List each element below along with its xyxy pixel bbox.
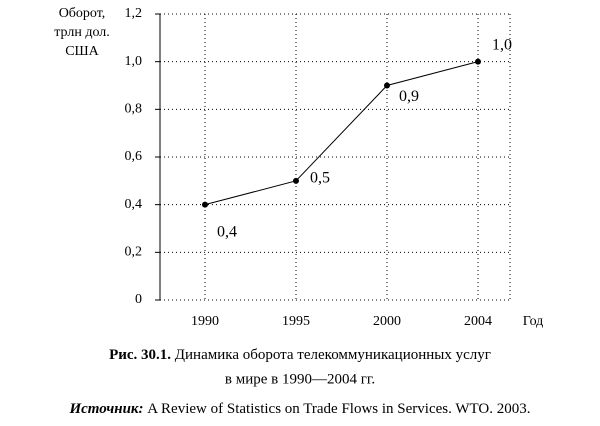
caption: Рис. 30.1. Динамика оборота телекоммуник…	[109, 347, 491, 363]
data-label: 0,4	[217, 223, 237, 240]
y-tick-label: 0,6	[125, 149, 143, 164]
point	[384, 82, 390, 89]
point	[202, 201, 208, 208]
y-axis-label: США	[65, 44, 99, 59]
y-tick-label: 0,4	[125, 197, 143, 212]
source: Источник: A Review of Statistics on Trad…	[68, 401, 530, 417]
x-tick-label: 2000	[373, 314, 401, 329]
caption-label: Рис. 30.1.	[109, 347, 171, 363]
y-tick-label: 0,8	[125, 102, 143, 117]
y-tick-label: 1,0	[125, 54, 143, 69]
x-axis-label: Год	[523, 314, 544, 329]
y-axis-label: трлн дол.	[54, 25, 110, 40]
x-tick-label: 2004	[464, 314, 492, 329]
y-tick-label: 0,2	[125, 245, 143, 260]
data-label: 0,5	[310, 170, 330, 187]
y-tick-label: 0	[135, 292, 142, 307]
point	[293, 177, 299, 184]
y-tick-label: 1,2	[125, 6, 143, 21]
point	[475, 58, 481, 65]
y-axis-label: Оборот,	[59, 6, 106, 21]
x-tick-label: 1995	[282, 314, 310, 329]
source-label: Источник:	[68, 401, 143, 417]
caption-line: в мире в 1990—2004 гг.	[225, 371, 375, 387]
x-tick-label: 1990	[191, 314, 219, 329]
caption-line: Динамика оборота телекоммуникационных ус…	[175, 347, 491, 363]
data-label: 0,9	[399, 88, 419, 105]
line	[204, 61, 479, 206]
data-label: 1,0	[492, 36, 512, 53]
source-text: A Review of Statistics on Trade Flows in…	[147, 401, 530, 417]
